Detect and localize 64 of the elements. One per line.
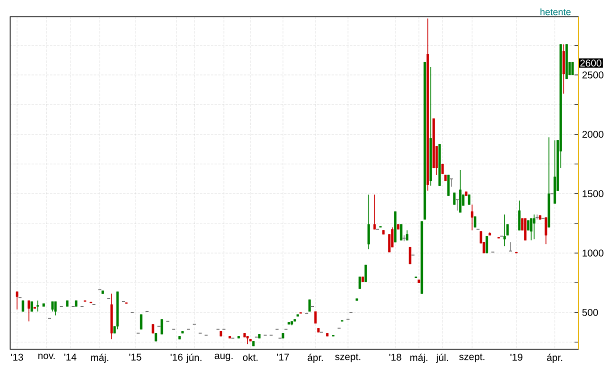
candlestick <box>358 276 362 290</box>
x-tick-label: okt. <box>242 354 258 362</box>
candlestick <box>160 319 164 335</box>
x-tick-label: '19 <box>510 354 522 361</box>
chart-subtitle: hetente <box>540 8 571 16</box>
candlestick <box>530 218 532 241</box>
candlestick <box>367 194 370 250</box>
candlestick <box>571 62 574 76</box>
candlestick <box>474 216 476 228</box>
candlestick <box>406 230 408 241</box>
x-tick-label: nov. <box>38 354 55 360</box>
candlestick <box>503 214 506 247</box>
y-tick-label: 2000 <box>582 130 604 138</box>
candlestick <box>447 174 450 196</box>
candlestick <box>51 301 54 312</box>
candlestick <box>468 194 470 206</box>
candlestick <box>562 44 565 94</box>
candlestick <box>364 264 367 282</box>
candlestick <box>453 192 456 206</box>
candlestick <box>22 300 24 312</box>
annotation: 2600 <box>580 60 602 67</box>
candlestick <box>402 234 406 242</box>
candlestick <box>508 242 513 252</box>
candlestick <box>408 246 412 265</box>
candlestick <box>527 220 530 231</box>
candlestick <box>459 170 462 213</box>
x-tick-label: máj. <box>410 354 428 364</box>
x-tick-label: máj. <box>91 354 108 364</box>
x-tick-label: szept. <box>459 354 484 362</box>
x-tick-label: '16 <box>170 354 183 361</box>
candlestick <box>314 311 317 324</box>
y-tick-label: 1500 <box>582 190 604 198</box>
candlestick <box>518 200 521 231</box>
candlestick <box>455 199 460 212</box>
x-tick-label: jún. <box>186 354 202 364</box>
candlestick <box>30 301 34 312</box>
x-tick-label: '18 <box>389 354 402 361</box>
candlestick <box>373 194 376 230</box>
candlestick <box>470 204 474 231</box>
candlestick <box>28 300 30 322</box>
candlestick <box>308 299 311 312</box>
x-tick-label: aug. <box>214 354 233 362</box>
candlestick <box>54 301 57 316</box>
x-tick-label: júl. <box>436 354 448 364</box>
candlestick <box>486 236 488 254</box>
candlestick <box>449 178 454 188</box>
candlestick <box>16 291 18 310</box>
x-tick-label: ápr. <box>547 354 562 364</box>
candlestick <box>140 314 142 330</box>
x-tick-label: ápr. <box>308 354 323 364</box>
candlestick <box>36 300 39 312</box>
x-tick-label: '14 <box>64 354 76 361</box>
y-tick-label: 500 <box>582 309 598 316</box>
x-tick-label: szept. <box>335 354 360 362</box>
y-tick-label: 1000 <box>582 250 604 257</box>
candlestick <box>524 218 526 241</box>
y-tick-label: 2500 <box>582 72 604 79</box>
x-tick-label: '17 <box>277 354 289 361</box>
x-tick-label: '13 <box>11 354 24 361</box>
candlestick <box>544 217 548 245</box>
x-tick-label: '15 <box>129 354 142 361</box>
candlestick <box>441 164 444 174</box>
candlestick <box>400 224 402 241</box>
candlestick <box>532 214 536 240</box>
